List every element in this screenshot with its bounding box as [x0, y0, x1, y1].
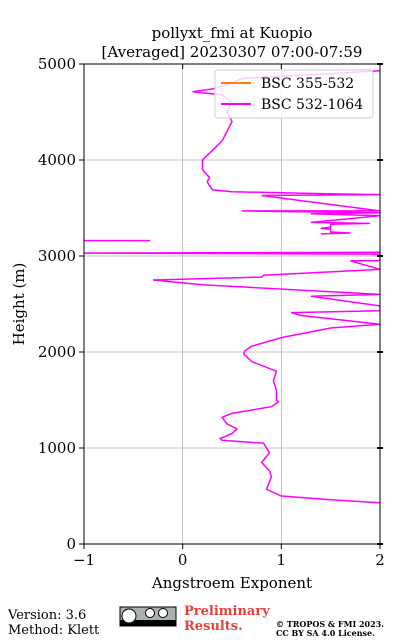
preliminary: Preliminary — [184, 604, 270, 619]
y-axis-label: Height (m) — [10, 263, 28, 346]
chart-subtitle: [Averaged] 20230307 07:00-07:59 — [102, 43, 363, 61]
method: Method: Klett — [8, 623, 100, 638]
plot-frame — [83, 63, 381, 545]
copyright: © TROPOS & FMI 2023. — [276, 619, 384, 629]
x-axis-label: Angstroem Exponent — [151, 574, 312, 592]
license: CC BY SA 4.0 License. — [276, 628, 375, 638]
y-tick-label: 5000 — [38, 55, 76, 73]
x-tick-label: −1 — [73, 551, 95, 569]
version: Version: 3.6 — [7, 608, 86, 623]
chart-title: pollyxt_fmi at Kuopio — [152, 24, 313, 42]
x-tick-label: 2 — [375, 551, 385, 569]
legend-label: BSC 355-532 — [261, 76, 354, 92]
y-tick-label: 4000 — [38, 151, 76, 169]
cc-logo — [119, 606, 177, 627]
x-tick-label: 0 — [178, 551, 188, 569]
x-tick-label: 1 — [277, 551, 287, 569]
profile-line — [84, 69, 380, 504]
y-tick-label: 2000 — [38, 343, 76, 361]
legend: BSC 355-532 BSC 532-1064 — [214, 69, 374, 119]
legend-label: BSC 532-1064 — [261, 97, 363, 113]
y-tick-label: 1000 — [38, 439, 76, 457]
y-tick-label: 0 — [66, 535, 76, 553]
y-tick-label: 3000 — [38, 247, 76, 265]
grid — [79, 63, 383, 549]
plot-lines — [84, 69, 380, 504]
legend-box — [214, 69, 374, 119]
results: Results. — [184, 619, 243, 634]
